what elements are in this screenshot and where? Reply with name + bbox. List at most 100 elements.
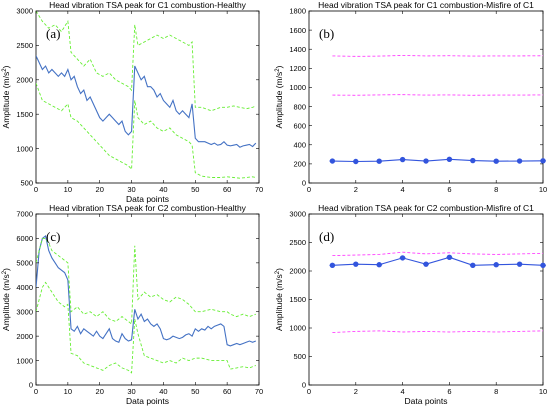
y-tick-label: 600 [293, 121, 306, 130]
y-tick-label: 800 [293, 102, 306, 111]
panel-label: (b) [319, 26, 334, 41]
x-tick-label: 40 [159, 185, 167, 194]
x-tick-label: 0 [34, 185, 38, 194]
x-tick-label: 4 [401, 387, 405, 396]
x-tick-label: 20 [96, 387, 104, 396]
chart-panel-1: 0 10 20 30 40 50 60 70 500 1000 1500 2000 2500 3000 He… [1, 0, 263, 204]
y-tick-label: 4000 [16, 283, 33, 292]
y-axis-label-end: ) [274, 268, 284, 271]
x-tick-label: 40 [159, 387, 167, 396]
x-tick-label: 70 [255, 185, 263, 194]
y-axis-label-main: Amplitude (m/s [274, 274, 284, 331]
y-tick-label: 500 [20, 179, 33, 188]
x-axis-label: Data points [126, 194, 169, 204]
y-tick-label: 2000 [16, 76, 33, 85]
y-axis-label: Amplitude (m/s2) [274, 268, 284, 331]
y-tick-label: 2000 [289, 267, 306, 276]
y-axis-label-sup: 2 [275, 68, 281, 72]
y-tick-label: 1500 [16, 110, 33, 119]
panel-label: (a) [46, 26, 60, 41]
y-tick-label: 400 [293, 140, 306, 149]
chart-panel-3: 0 10 20 30 40 50 60 70 0 1000 2000 3000 4000 5000 6000… [1, 203, 263, 406]
y-tick-label: 0 [29, 381, 33, 390]
y-tick-label: 500 [293, 352, 306, 361]
y-axis-label-end: ) [1, 268, 11, 271]
x-tick-label: 8 [494, 185, 498, 194]
series-line-1 [332, 256, 543, 266]
x-tick-label: 2 [354, 387, 358, 396]
y-tick-label: 1400 [289, 45, 306, 54]
plot-area [35, 10, 260, 184]
x-tick-label: 0 [34, 387, 38, 396]
y-tick-label: 1000 [289, 324, 306, 333]
y-tick-label: 1500 [289, 295, 306, 304]
x-axis-label: Data points [405, 396, 448, 406]
y-tick-label: 3000 [16, 7, 33, 16]
series-line-3 [36, 83, 256, 179]
x-tick-label: 0 [307, 387, 311, 396]
series-line-2 [36, 11, 256, 112]
y-axis-label: Amplitude (m/s2) [1, 65, 11, 128]
panel-label: (d) [319, 229, 334, 244]
y-axis-label-sup: 2 [275, 270, 281, 274]
series-line-1 [36, 235, 257, 347]
y-axis-label-end: ) [1, 65, 11, 68]
x-tick-label: 6 [447, 185, 451, 194]
x-tick-label: 70 [255, 387, 263, 396]
chart-title: Head vibration TSA peak for C1 combustio… [49, 0, 247, 10]
y-tick-label: 1200 [289, 64, 306, 73]
series-line-2 [332, 54, 543, 57]
x-tick-label: 4 [401, 185, 405, 194]
x-tick-label: 10 [64, 185, 72, 194]
plot-area [308, 10, 544, 184]
panel-label: (c) [46, 229, 60, 244]
y-tick-label: 2000 [16, 332, 33, 341]
chart-panel-2: 0 2 4 6 8 10 0 200 400 600 800 1000 1200 1400 1600 1800… [274, 0, 547, 194]
y-tick-label: 2500 [16, 41, 33, 50]
chart-title: Head vibration TSA peak for C1 combustio… [318, 0, 534, 10]
series-line-3 [332, 94, 543, 96]
x-tick-label: 10 [539, 185, 547, 194]
x-tick-label: 10 [539, 387, 547, 396]
x-tick-label: 6 [447, 387, 451, 396]
x-axis-label: Data points [126, 396, 169, 406]
y-tick-label: 5000 [16, 259, 33, 268]
y-tick-label: 0 [302, 381, 306, 390]
y-axis-label-main: Amplitude (m/s [1, 72, 11, 129]
x-tick-label: 60 [223, 185, 231, 194]
series-line-1 [332, 158, 543, 163]
y-tick-label: 7000 [16, 210, 33, 219]
y-tick-label: 3000 [289, 210, 306, 219]
x-tick-label: 0 [307, 185, 311, 194]
y-tick-label: 1600 [289, 26, 306, 35]
y-tick-label: 0 [302, 179, 306, 188]
y-tick-label: 2500 [289, 238, 306, 247]
chart-title: Head vibration TSA peak for C2 combustio… [318, 203, 534, 213]
y-axis-label-main: Amplitude (m/s [1, 274, 11, 331]
series-line-1 [36, 55, 257, 148]
series-line-2 [36, 237, 256, 325]
y-tick-label: 1000 [16, 356, 33, 365]
chart-title: Head vibration TSA peak for C2 combustio… [49, 203, 247, 213]
chart-panel-4: 0 2 4 6 8 10 0 500 1000 1500 2000 2500 3000 Head vibr… [274, 203, 547, 406]
y-tick-label: 1000 [289, 83, 306, 92]
series-line-3 [332, 330, 543, 334]
y-axis-label: Amplitude (m/s2) [274, 65, 284, 128]
x-tick-label: 2 [354, 185, 358, 194]
y-tick-label: 6000 [16, 234, 33, 243]
y-axis-label: Amplitude (m/s2) [1, 268, 11, 331]
x-tick-label: 20 [96, 185, 104, 194]
y-tick-label: 200 [293, 160, 306, 169]
series-line-3 [36, 281, 256, 374]
y-tick-label: 1800 [289, 7, 306, 16]
x-tick-label: 30 [127, 387, 135, 396]
x-tick-label: 8 [494, 387, 498, 396]
plot-area [308, 213, 544, 386]
x-tick-label: 30 [127, 185, 135, 194]
y-tick-label: 3000 [16, 307, 33, 316]
y-axis-label-main: Amplitude (m/s [274, 72, 284, 129]
y-axis-label-sup: 2 [2, 270, 8, 274]
y-axis-label-sup: 2 [2, 68, 8, 72]
y-tick-label: 1000 [16, 144, 33, 153]
